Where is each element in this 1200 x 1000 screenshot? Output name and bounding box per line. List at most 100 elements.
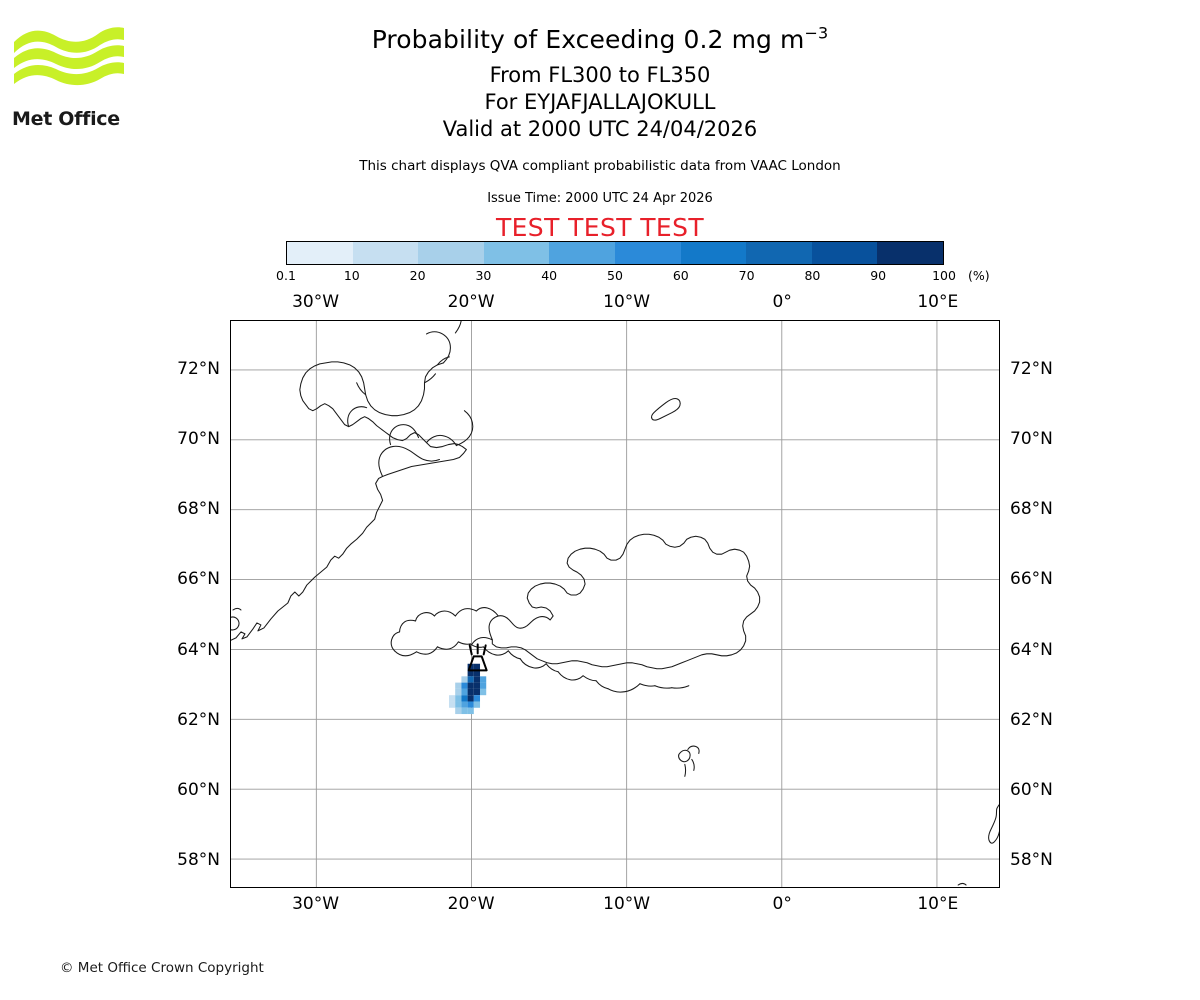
ash-cell [467, 701, 474, 708]
ash-cell [467, 688, 474, 696]
lon-tick-0°: 0° [772, 894, 792, 914]
ash-cell [473, 701, 481, 708]
ash-cell [467, 682, 474, 689]
ash-cell [461, 688, 468, 696]
colorbar-tick-0.1: 0.1 [276, 268, 296, 283]
colorbar-tick-60: 60 [672, 268, 689, 283]
lon-tick-30°W: 30°W [292, 894, 340, 914]
lat-tick-right-62°N: 62°N [1010, 709, 1053, 730]
chart-title: Probability of Exceeding 0.2 mg m−3 [0, 25, 1200, 54]
colorbar-tick-80: 80 [804, 268, 821, 283]
ash-cell [467, 707, 474, 715]
issue-time-line: Issue Time: 2000 UTC 24 Apr 2026 [487, 191, 713, 206]
colorbar-band-4 [549, 242, 615, 264]
valid-time-line: Valid at 2000 UTC 24/04/2026 [442, 117, 758, 141]
ash-cell [455, 701, 462, 708]
chart-title-text: Probability of Exceeding 0.2 mg m [371, 25, 805, 54]
chart-title-exponent: −3 [804, 23, 829, 43]
volcano-name-line: For EYJAFJALLAJOKULL [484, 90, 716, 114]
colorbar-tick-50: 50 [607, 268, 623, 283]
colorbar-band-6 [680, 242, 747, 264]
colorbar-tick-30: 30 [475, 268, 492, 283]
colorbar-band-3 [483, 242, 550, 264]
volcano-cone [467, 655, 488, 672]
lat-tick-right-70°N: 70°N [1010, 429, 1053, 450]
lat-tick-left-60°N: 60°N [177, 779, 220, 800]
ash-cell [480, 676, 487, 683]
ash-cell [448, 701, 456, 708]
lat-tick-right-72°N: 72°N [1010, 359, 1053, 380]
lat-tick-left-70°N: 70°N [177, 429, 220, 450]
ash-cell [455, 688, 462, 696]
colorbar-tick-20: 20 [409, 268, 426, 283]
map-gridlines [231, 321, 999, 887]
test-banner: TEST TEST TEST [495, 213, 705, 242]
met-office-logo: Met Office [12, 22, 132, 130]
lon-tick-0°: 0° [772, 292, 792, 312]
lat-tick-left-62°N: 62°N [177, 709, 220, 730]
ash-cell [473, 688, 481, 696]
ash-cell [467, 695, 474, 702]
lat-tick-right-64°N: 64°N [1010, 639, 1053, 660]
lat-tick-left-64°N: 64°N [177, 639, 220, 660]
lon-tick-20°W: 20°W [447, 292, 495, 312]
ash-cell [455, 707, 462, 715]
coastlines [231, 321, 999, 886]
ash-probability-cells [448, 663, 487, 715]
lon-tick-10°E: 10°E [917, 292, 959, 312]
met-office-wave-mark [14, 27, 124, 86]
colorbar-units-label: (%) [968, 268, 990, 283]
ash-cell [480, 682, 487, 689]
ash-cell [461, 695, 468, 702]
qva-compliance-note: This chart displays QVA compliant probab… [359, 158, 841, 174]
copyright-footer: © Met Office Crown Copyright [60, 960, 264, 976]
colorbar-tick-40: 40 [541, 268, 558, 283]
ash-cell [461, 701, 468, 708]
ash-cell [467, 670, 474, 677]
lon-tick-10°E: 10°E [917, 894, 959, 914]
ash-cell [461, 707, 468, 715]
lat-tick-right-68°N: 68°N [1010, 499, 1053, 520]
ash-cell [461, 676, 468, 683]
flight-level-range: From FL300 to FL350 [489, 63, 711, 87]
colorbar-bands [286, 241, 944, 265]
met-office-logo-text: Met Office [12, 108, 120, 130]
ash-cell [467, 676, 474, 683]
ash-cell [473, 670, 481, 677]
colorbar-band-2 [418, 242, 484, 264]
ash-cell [473, 695, 481, 702]
ash-cell [473, 682, 481, 689]
lon-tick-10°W: 10°W [603, 894, 651, 914]
colorbar-band-7 [746, 242, 812, 264]
volcano-eruption-ray [482, 644, 487, 656]
lat-tick-right-60°N: 60°N [1010, 779, 1053, 800]
ash-cell [480, 688, 487, 696]
lat-tick-right-66°N: 66°N [1010, 569, 1053, 590]
lon-tick-30°W: 30°W [292, 292, 340, 312]
map-panel[interactable] [230, 320, 1000, 888]
lat-tick-left-58°N: 58°N [177, 849, 220, 870]
colorbar-tick-10: 10 [343, 268, 360, 283]
lon-tick-10°W: 10°W [603, 292, 651, 312]
ash-cell [473, 676, 481, 683]
ash-cell [448, 695, 456, 702]
ash-cell [455, 682, 462, 689]
volcano-marker-icon [467, 643, 488, 672]
colorbar-band-1 [352, 242, 419, 264]
lat-tick-left-72°N: 72°N [177, 359, 220, 380]
colorbar-tick-70: 70 [738, 268, 755, 283]
colorbar-band-9 [877, 242, 943, 264]
lat-tick-left-68°N: 68°N [177, 499, 220, 520]
colorbar-band-5 [614, 242, 681, 264]
colorbar-tick-100: 100 [932, 268, 956, 283]
colorbar-tick-90: 90 [870, 268, 887, 283]
lat-tick-left-66°N: 66°N [177, 569, 220, 590]
ash-cell [455, 695, 462, 702]
colorbar-band-0 [287, 242, 353, 264]
lat-tick-right-58°N: 58°N [1010, 849, 1053, 870]
ash-cell [461, 682, 468, 689]
colorbar-tick-labels: 0.1 10 20 30 40 50 60 70 80 90 100 [276, 268, 956, 286]
probability-colorbar [286, 241, 944, 265]
volcano-eruption-ray [468, 644, 473, 656]
ash-cell [473, 663, 481, 671]
